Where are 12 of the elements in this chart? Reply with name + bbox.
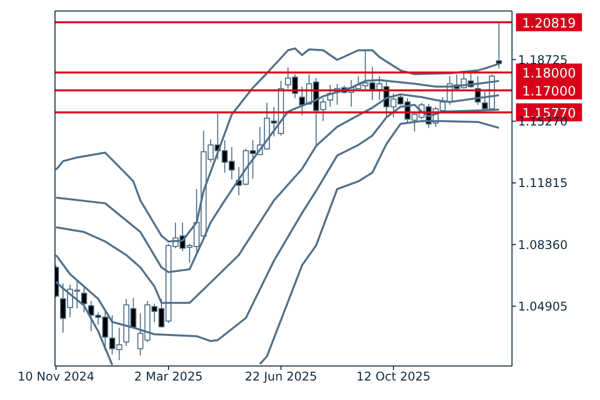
x-tick-label: 2 Mar 2025	[134, 370, 203, 384]
candlestick	[81, 285, 88, 313]
x-tick-label: 22 Jun 2025	[244, 370, 318, 384]
ref-line-label: 1.18000	[522, 66, 576, 82]
ref-line-label: 1.17000	[522, 84, 576, 100]
y-tick-label: 1.18725	[518, 52, 568, 67]
y-tick-label: 1.04905	[518, 299, 568, 314]
y-tick-label: 1.08360	[518, 238, 568, 252]
x-tick-label: 12 Oct 2025	[356, 370, 431, 384]
ref-line-label: 1.20819	[522, 16, 576, 32]
x-tick-label: 10 Nov 2024	[18, 370, 94, 384]
y-tick-label: 1.11815	[518, 176, 568, 190]
